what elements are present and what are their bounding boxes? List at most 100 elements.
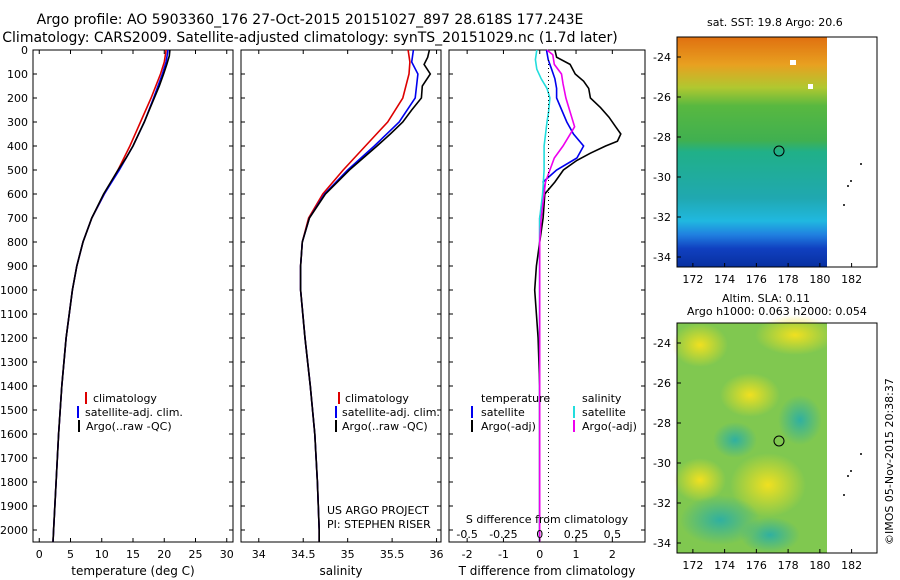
depth-tick-label: 700 [7, 212, 28, 225]
series-line-argo-adj-temperature- [533, 49, 622, 542]
x-tick-label: 36 [430, 548, 444, 561]
profile-location-marker [773, 145, 785, 157]
difference-xlabel: T difference from climatology [458, 564, 636, 578]
lat-tick-label: -28 [653, 131, 671, 144]
depth-tick-label: 500 [7, 164, 28, 177]
salinity-series [299, 49, 432, 542]
lon-tick-label: 178 [778, 273, 799, 286]
x-tick-label: 34 [252, 548, 266, 561]
x-tick-label: 20 [157, 548, 171, 561]
sla-map-title: Altim. SLA: 0.11 [722, 292, 811, 305]
x-tick-label: 0 [36, 548, 43, 561]
legend-salinity-head: salinity [582, 392, 622, 405]
island-dots [843, 453, 862, 496]
depth-tick-label: 2000 [0, 524, 28, 537]
lon-tick-label: 174 [714, 273, 735, 286]
salinity-panel-frame [240, 49, 442, 543]
difference-legend: temperature satellite Argo(-adj) salinit… [471, 392, 637, 433]
pi-note: PI: STEPHEN RISER [327, 518, 431, 531]
depth-tick-label: 800 [7, 236, 28, 249]
legend-s-satellite: satellite [582, 406, 626, 419]
legend-temperature-head: temperature [481, 392, 550, 405]
lon-tick-label: 180 [809, 273, 830, 286]
series-line-argo-adj-salinity- [538, 49, 576, 542]
lat-tick-label: -28 [653, 417, 671, 430]
lat-tick-label: -26 [653, 377, 671, 390]
temperature-xlabel: temperature (deg C) [71, 564, 194, 578]
x-tick-label: 0 [536, 548, 543, 561]
lon-tick-label: 174 [714, 559, 735, 572]
legend-climatology: climatology [345, 392, 409, 405]
depth-tick-label: 200 [7, 92, 28, 105]
lon-tick-label: 172 [682, 273, 703, 286]
sst-map-title: sat. SST: 19.8 Argo: 20.6 [707, 16, 843, 29]
difference-series [533, 49, 622, 542]
difference-top-label: S difference from climatology [466, 513, 629, 526]
legend-satellite: satellite-adj. clim. [342, 406, 440, 419]
lon-tick-label: 180 [809, 559, 830, 572]
legend-argo: Argo(..raw -QC) [342, 420, 428, 433]
salinity-difference-ticks: -0.5 -0.25 0 0.25 0.5 [456, 528, 621, 541]
chart-subtitle: Climatology: CARS2009. Satellite-adjuste… [2, 30, 618, 46]
top-tick-label: 0 [536, 528, 543, 541]
x-tick-label: 35 [341, 548, 355, 561]
project-note: US ARGO PROJECT [327, 504, 429, 517]
lat-tick-label: -32 [653, 211, 671, 224]
legend-climatology: climatology [93, 392, 157, 405]
series-line-climatology [52, 49, 167, 543]
top-tick-label: 0.5 [604, 528, 622, 541]
top-tick-label: -0.5 [456, 528, 477, 541]
depth-tick-label: 100 [7, 68, 28, 81]
top-tick-label: 0.25 [564, 528, 589, 541]
lat-tick-label: -26 [653, 91, 671, 104]
lon-tick-label: 182 [841, 273, 862, 286]
x-tick-label: 25 [189, 548, 203, 561]
x-tick-label: 2 [609, 548, 616, 561]
x-tick-label: 15 [126, 548, 140, 561]
depth-tick-label: 900 [7, 260, 28, 273]
x-tick-label: -1 [498, 548, 509, 561]
depth-tick-label: 1200 [0, 332, 28, 345]
salinity-x-ticks: 34 34.5 35 35.5 36 [252, 50, 444, 561]
lat-tick-label: -30 [653, 457, 671, 470]
depth-tick-label: 1500 [0, 404, 28, 417]
temperature-series [52, 49, 171, 543]
lon-tick-label: 176 [746, 559, 767, 572]
island-dots [843, 163, 862, 206]
depth-tick-label: 0 [21, 44, 28, 57]
depth-tick-label: 1700 [0, 452, 28, 465]
profile-location-marker [773, 435, 785, 447]
legend-s-argo: Argo(-adj) [582, 420, 637, 433]
series-line-satellite-salinity- [534, 49, 551, 542]
sla-map-subtitle: Argo h1000: 0.063 h2000: 0.054 [687, 305, 867, 318]
sla-map [672, 315, 878, 554]
lon-tick-label: 172 [682, 559, 703, 572]
depth-tick-label: 1000 [0, 284, 28, 297]
depth-tick-label: 1900 [0, 500, 28, 513]
imos-timestamp: ©IMOS 05-Nov-2015 20:38:37 [883, 378, 896, 545]
land-patch [790, 60, 796, 65]
temperature-panel-frame [32, 49, 234, 543]
lat-tick-label: -34 [653, 537, 671, 550]
land-patch [808, 84, 813, 89]
x-tick-label: 10 [95, 548, 109, 561]
lat-tick-label: -30 [653, 171, 671, 184]
legend-t-satellite: satellite [481, 406, 525, 419]
lon-tick-label: 178 [778, 559, 799, 572]
x-tick-label: 5 [67, 548, 74, 561]
depth-tick-label: 1800 [0, 476, 28, 489]
lat-tick-label: -24 [653, 337, 671, 350]
legend-argo: Argo(..raw -QC) [86, 420, 172, 433]
salinity-xlabel: salinity [319, 564, 362, 578]
salinity-legend: climatology satellite-adj. clim. Argo(..… [327, 392, 440, 531]
lon-tick-label: 176 [746, 273, 767, 286]
legend-t-argo: Argo(-adj) [481, 420, 536, 433]
depth-tick-label: 300 [7, 116, 28, 129]
lat-tick-label: -24 [653, 51, 671, 64]
top-tick-label: -0.25 [489, 528, 517, 541]
lat-tick-label: -32 [653, 497, 671, 510]
depth-tick-label: 1300 [0, 356, 28, 369]
series-line-satellite-adj-clim- [52, 49, 169, 543]
sst-map [676, 36, 878, 268]
x-tick-label: 35.5 [380, 548, 405, 561]
